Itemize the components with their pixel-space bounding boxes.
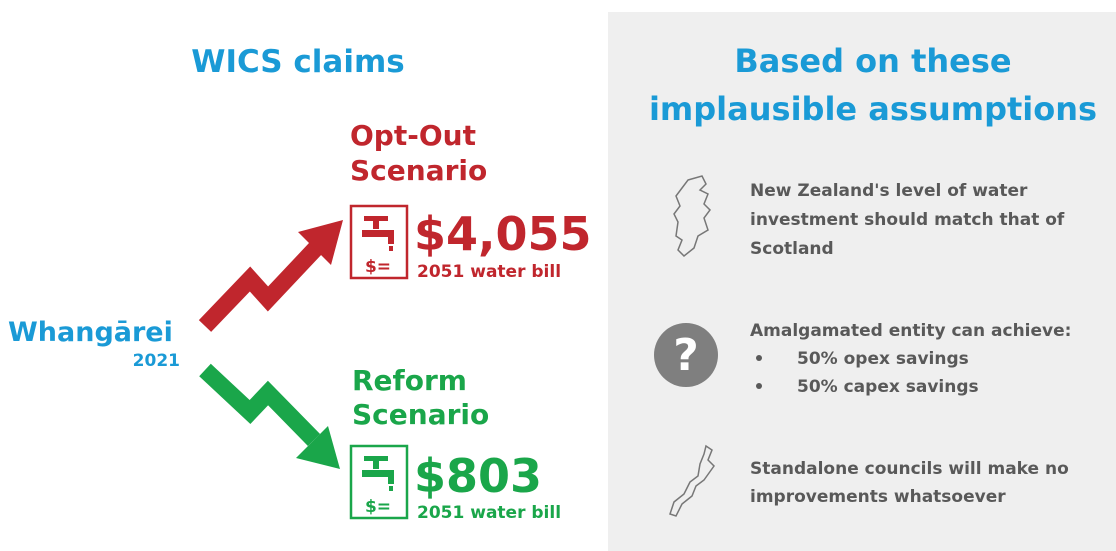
icon-text: $= bbox=[365, 257, 391, 277]
reform-amount: $803 bbox=[414, 449, 542, 503]
question-icon bbox=[654, 323, 718, 387]
bullet bbox=[756, 383, 762, 389]
opt-out-label: Scenario bbox=[350, 154, 487, 187]
question-mark: ? bbox=[673, 330, 699, 381]
icon-text: $= bbox=[365, 497, 391, 517]
assumption-text: New Zealand's level of water bbox=[750, 181, 1028, 201]
origin-year: 2021 bbox=[133, 351, 180, 371]
opt-out-amount: $4,055 bbox=[414, 207, 592, 261]
down-arrow bbox=[199, 363, 340, 469]
bullet bbox=[756, 355, 762, 361]
assumptions-panel bbox=[608, 12, 1116, 551]
tap-icon bbox=[349, 444, 409, 520]
claims-title: WICS claims bbox=[191, 44, 404, 80]
assumption-text: Amalgamated entity can achieve: bbox=[750, 321, 1071, 341]
reform-label: Scenario bbox=[352, 398, 489, 431]
opt-out-label: Opt-Out bbox=[350, 119, 476, 152]
assumption-bullet: 50% capex savings bbox=[797, 377, 979, 397]
reform-caption: 2051 water bill bbox=[417, 503, 561, 523]
assumptions-title: implausible assumptions bbox=[649, 90, 1097, 128]
nz-icon bbox=[669, 444, 715, 517]
assumption-text: Standalone councils will make no bbox=[750, 459, 1069, 479]
scotland-icon bbox=[673, 175, 711, 258]
up-arrow bbox=[198, 220, 343, 332]
reform-label: Reform bbox=[352, 364, 467, 397]
origin-place: Whangārei bbox=[8, 317, 173, 348]
assumption-text: investment should match that of bbox=[750, 210, 1065, 230]
tap-icon bbox=[349, 204, 409, 280]
assumption-text: improvements whatsoever bbox=[750, 487, 1006, 507]
assumptions-title: Based on these bbox=[734, 42, 1011, 80]
assumption-text: Scotland bbox=[750, 239, 834, 259]
assumption-bullet: 50% opex savings bbox=[797, 349, 969, 369]
opt-out-caption: 2051 water bill bbox=[417, 262, 561, 282]
